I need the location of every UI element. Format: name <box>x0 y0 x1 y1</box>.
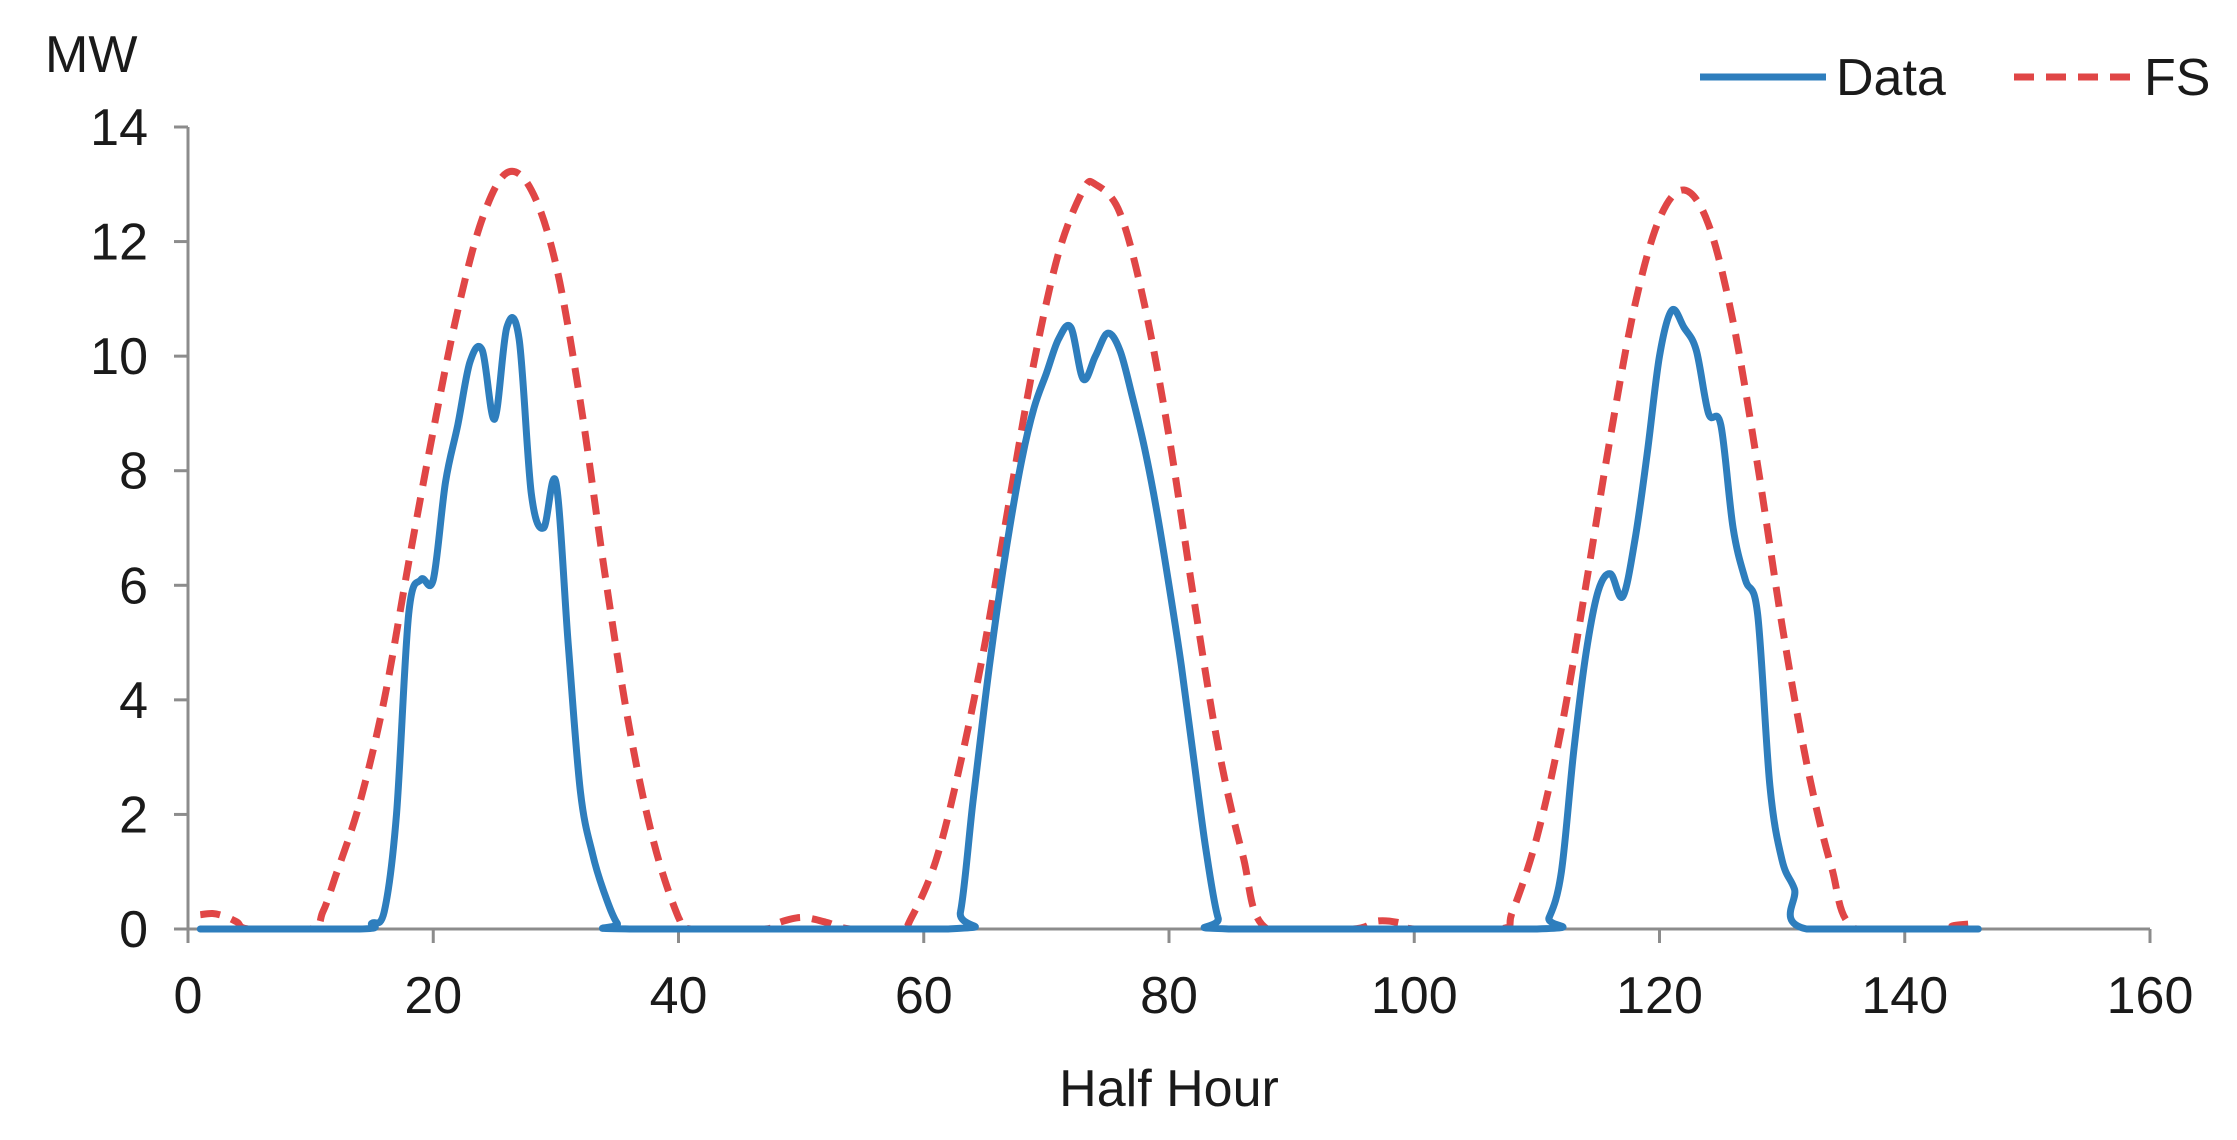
y-tick-label: 10 <box>90 328 148 386</box>
y-tick-label: 6 <box>119 557 148 615</box>
x-tick-label: 140 <box>1861 967 1948 1025</box>
legend: Data FS <box>1700 49 2210 107</box>
y-tick-label: 14 <box>90 99 148 157</box>
x-tick-label: 40 <box>650 967 708 1025</box>
axes <box>186 127 2150 931</box>
y-tick-label: 0 <box>119 901 148 959</box>
y-tick-label: 4 <box>119 672 148 730</box>
y-tick-group: 0 2 4 6 8 10 12 14 <box>90 99 188 959</box>
legend-label-fs: FS <box>2144 49 2210 107</box>
x-axis-title: Half Hour <box>1059 1060 1279 1118</box>
x-tick-label: 120 <box>1616 967 1703 1025</box>
x-tick-label: 0 <box>174 967 203 1025</box>
series-group <box>196 167 1982 933</box>
y-tick-label: 8 <box>119 443 148 501</box>
series-line-fs <box>199 167 1979 933</box>
series-line-data <box>196 305 1982 933</box>
x-tick-label: 160 <box>2107 967 2194 1025</box>
x-tick-label: 20 <box>404 967 462 1025</box>
legend-label-data: Data <box>1836 49 1946 107</box>
y-axis-title: MW <box>45 26 137 84</box>
x-tick-group: 0 20 40 60 80 100 120 140 160 <box>174 929 2194 1025</box>
y-tick-label: 2 <box>119 786 148 844</box>
y-tick-label: 12 <box>90 214 148 272</box>
x-tick-label: 100 <box>1371 967 1458 1025</box>
x-tick-label: 80 <box>1140 967 1198 1025</box>
x-tick-label: 60 <box>895 967 953 1025</box>
